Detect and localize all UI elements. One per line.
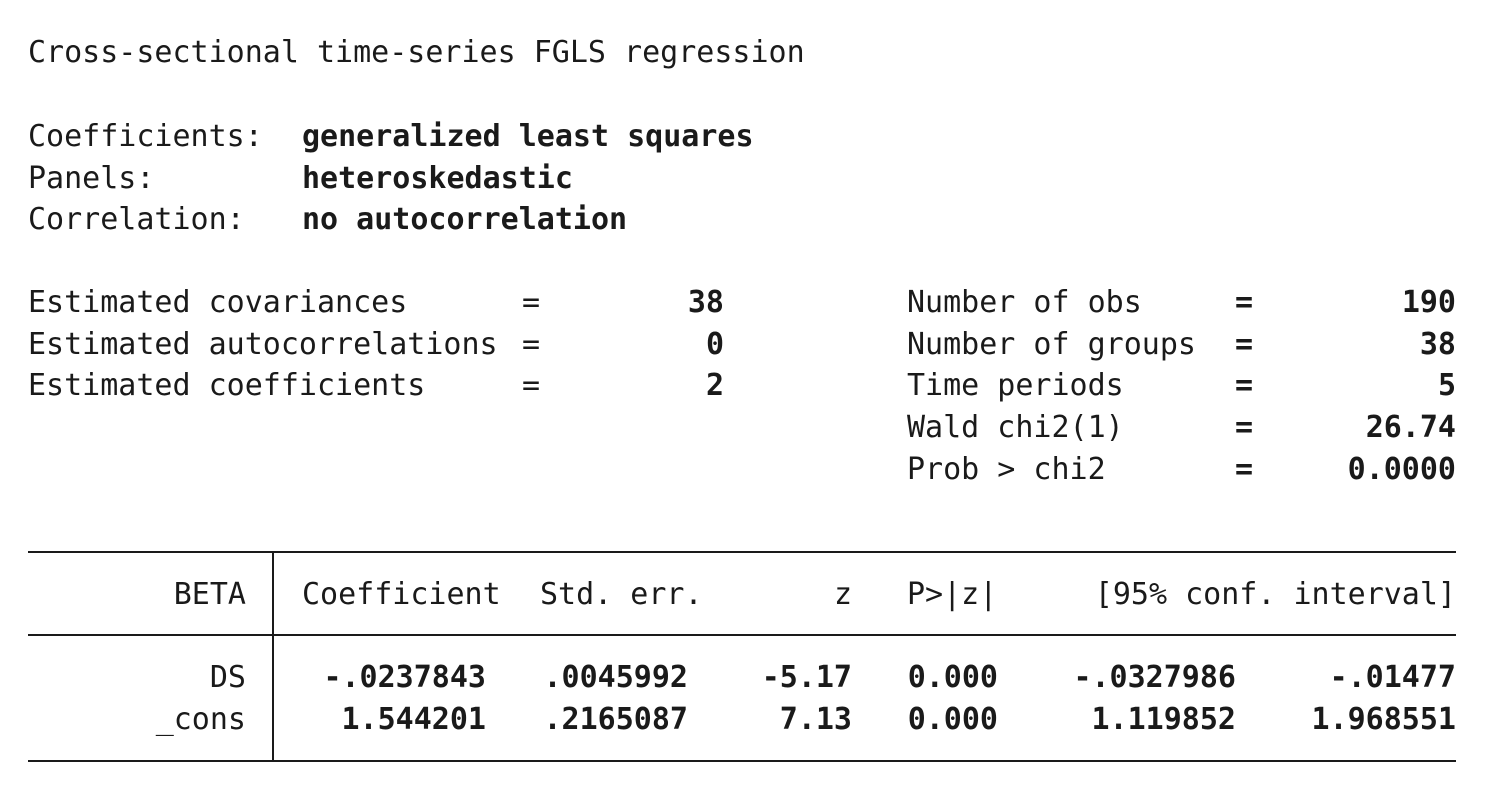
coefficients-label: Coefficients:: [28, 119, 263, 154]
table-row-ci-upper: 1.968551: [1311, 702, 1457, 737]
table-row-ci-lower: 1.119852: [1091, 702, 1237, 737]
table-header-rule: [28, 634, 1456, 636]
equals-sign: =: [522, 368, 541, 403]
equals-sign: =: [1235, 327, 1254, 362]
pvalue-header: P>|z|: [907, 577, 998, 612]
equals-sign: =: [1235, 452, 1254, 487]
table-row-pvalue: 0.000: [907, 660, 998, 695]
conf-interval-header: [95% conf. interval]: [1094, 577, 1456, 612]
time-periods-label: Time periods: [907, 368, 1124, 403]
output-title: Cross-sectional time-series FGLS regress…: [28, 35, 805, 70]
equals-sign: =: [522, 327, 541, 362]
table-row-stderr: .2165087: [543, 702, 689, 737]
prob-chi2-value: 0.0000: [1347, 452, 1456, 487]
ngroups-label: Number of groups: [907, 327, 1196, 362]
table-row-coef: 1.544201: [341, 702, 487, 737]
stderr-header: Std. err.: [540, 577, 703, 612]
table-row-coef: -.0237843: [323, 660, 486, 695]
est-covariances-value: 38: [687, 285, 724, 320]
equals-sign: =: [522, 285, 541, 320]
table-row-varname: DS: [209, 660, 246, 695]
equals-sign: =: [1235, 410, 1254, 445]
est-coefficients-value: 2: [705, 368, 724, 403]
table-row-varname: _cons: [155, 702, 246, 737]
wald-chi2-value: 26.74: [1365, 410, 1456, 445]
correlation-value: no autocorrelation: [302, 202, 628, 237]
table-bottom-rule: [28, 760, 1456, 762]
table-row-stderr: .0045992: [543, 660, 689, 695]
nobs-value: 190: [1401, 285, 1456, 320]
est-autocorrelations-value: 0: [705, 327, 724, 362]
nobs-label: Number of obs: [907, 285, 1142, 320]
coefficients-value: generalized least squares: [302, 119, 754, 154]
est-autocorrelations-label: Estimated autocorrelations: [28, 327, 498, 362]
z-header: z: [833, 577, 852, 612]
table-row-pvalue: 0.000: [907, 702, 998, 737]
wald-chi2-label: Wald chi2(1): [907, 410, 1124, 445]
table-row-z: 7.13: [779, 702, 852, 737]
ngroups-value: 38: [1419, 327, 1456, 362]
equals-sign: =: [1235, 285, 1254, 320]
est-coefficients-label: Estimated coefficients: [28, 368, 426, 403]
prob-chi2-label: Prob > chi2: [907, 452, 1106, 487]
panels-label: Panels:: [28, 161, 155, 196]
depvar-header: BETA: [173, 577, 246, 612]
panels-value: heteroskedastic: [302, 161, 573, 196]
table-row-ci-lower: -.0327986: [1073, 660, 1236, 695]
table-row-ci-upper: -.01477: [1329, 660, 1456, 695]
est-covariances-label: Estimated covariances: [28, 285, 408, 320]
time-periods-value: 5: [1437, 368, 1456, 403]
table-top-rule: [28, 551, 1456, 553]
coef-header: Coefficient: [302, 577, 501, 612]
table-column-divider: [272, 551, 274, 762]
correlation-label: Correlation:: [28, 202, 245, 237]
equals-sign: =: [1235, 368, 1254, 403]
table-row-z: -5.17: [761, 660, 852, 695]
